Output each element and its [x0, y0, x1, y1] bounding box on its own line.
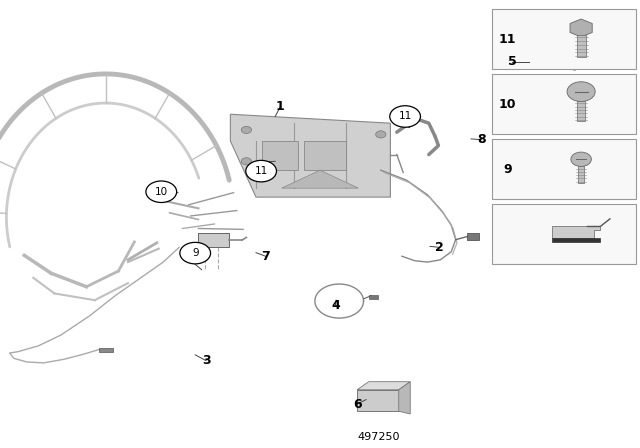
Bar	[577, 35, 586, 57]
Circle shape	[571, 152, 591, 166]
Text: 5: 5	[508, 55, 516, 69]
Text: 2: 2	[435, 241, 444, 254]
Text: 10: 10	[499, 98, 516, 111]
Polygon shape	[399, 382, 410, 414]
Bar	[532, 51, 566, 68]
Text: 9: 9	[192, 248, 198, 258]
Polygon shape	[230, 114, 390, 197]
Text: 7: 7	[261, 250, 270, 263]
Text: 11: 11	[255, 166, 268, 176]
Circle shape	[180, 242, 211, 264]
Bar	[492, 9, 636, 69]
Polygon shape	[552, 227, 600, 238]
Text: 10: 10	[155, 187, 168, 197]
Circle shape	[390, 106, 420, 127]
Text: 8: 8	[477, 133, 486, 146]
Bar	[357, 390, 399, 411]
Bar	[492, 74, 636, 134]
Polygon shape	[570, 19, 592, 37]
Polygon shape	[282, 170, 358, 188]
Text: 3: 3	[202, 354, 211, 367]
Bar	[467, 233, 479, 240]
Polygon shape	[532, 44, 575, 51]
Bar	[304, 141, 346, 170]
Circle shape	[567, 82, 595, 102]
Text: 4: 4	[331, 299, 340, 312]
Polygon shape	[552, 238, 600, 242]
Bar	[198, 233, 229, 247]
Circle shape	[376, 131, 386, 138]
Text: 1: 1	[276, 100, 285, 113]
Text: 497250: 497250	[358, 432, 400, 442]
Bar	[578, 166, 584, 183]
Text: 11: 11	[499, 33, 516, 46]
Bar	[369, 295, 378, 299]
Circle shape	[241, 126, 252, 134]
Bar	[577, 101, 585, 121]
Polygon shape	[566, 44, 575, 70]
Text: 6: 6	[353, 397, 362, 411]
Polygon shape	[357, 382, 410, 390]
Circle shape	[241, 158, 252, 165]
Bar	[262, 141, 298, 170]
Bar	[492, 139, 636, 199]
Bar	[99, 348, 113, 352]
Circle shape	[146, 181, 177, 202]
Circle shape	[246, 160, 276, 182]
Bar	[492, 204, 636, 264]
Text: 11: 11	[399, 112, 412, 121]
Text: 9: 9	[503, 163, 512, 176]
